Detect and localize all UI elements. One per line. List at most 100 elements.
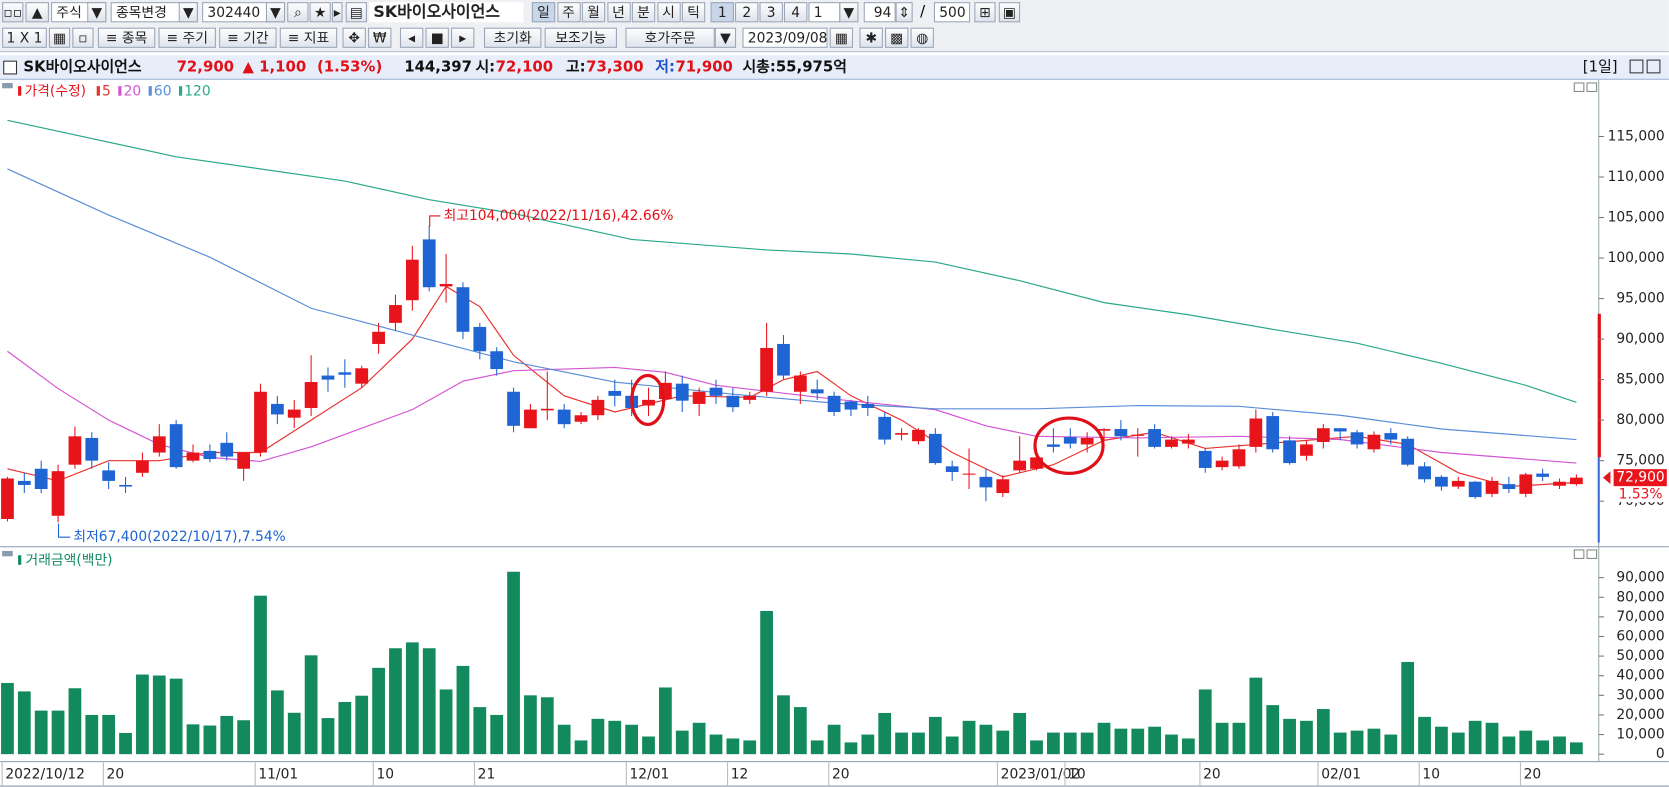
volume-bar (473, 707, 487, 755)
stock-name: SK바이오사이언스 (369, 2, 524, 23)
volume-bar (1401, 661, 1415, 755)
calendar-btn[interactable]: ▦ (829, 27, 854, 48)
dropdown[interactable]: ▼ (178, 2, 198, 23)
volume-bar (1350, 730, 1364, 755)
volume-bar (287, 712, 301, 755)
quote-period: [1일] (1582, 58, 1618, 76)
quote-low: 71,900 (675, 58, 733, 76)
layout-btn[interactable]: 1 X 1 (2, 27, 47, 48)
count-btn[interactable]: 2 (735, 2, 759, 23)
icon-btn[interactable]: ▤ (345, 2, 367, 23)
y-tick-label: 30,000 (1616, 687, 1664, 703)
toolbar: ▫▫ ▲ 주식 ▼ 종목변경 ▼ 302440 ▼ ⌕ ★ ▸ ▤ SK바이오사… (0, 0, 1669, 26)
candle-body (1384, 433, 1398, 440)
aux-btn[interactable]: 보조기능 (544, 27, 617, 48)
candle-body (1283, 440, 1296, 464)
volume-bar (203, 725, 217, 755)
volume-bar (102, 714, 116, 755)
max-btn[interactable] (1629, 59, 1644, 74)
candle-body (355, 368, 369, 384)
volume-bar (1114, 728, 1128, 755)
volume-bar (1569, 742, 1583, 755)
candle-body (270, 403, 284, 415)
checkbox[interactable] (3, 60, 18, 75)
period-btn[interactable]: 틱 (681, 2, 706, 23)
icon-btn[interactable]: ₩ (368, 27, 392, 48)
icon-btn[interactable]: ▫ (72, 27, 94, 48)
icon-btn[interactable]: ⊞ (974, 2, 996, 23)
open-label: 시: (475, 58, 496, 76)
code-input[interactable]: 302440 (202, 2, 286, 23)
period-btn[interactable]: 시 (656, 2, 681, 23)
prev-btn[interactable]: ◂ (399, 27, 424, 48)
date-input[interactable]: 2023/09/08 (742, 27, 828, 48)
period-btn[interactable]: 주 (556, 2, 581, 23)
icon-btn[interactable]: ▲ (25, 2, 49, 23)
candle-body (1519, 474, 1533, 494)
icon-btn[interactable]: ◍ (910, 27, 934, 48)
spin[interactable]: ⇕ (895, 2, 913, 23)
legend-label: 20 (124, 83, 142, 99)
panel-max[interactable] (1573, 549, 1585, 559)
volume-bar (608, 720, 622, 755)
toolbar2: 1 X 1 ▦ ▫ ≡ 종목 ≡ 주기 ≡ 기간 ≡ 지표 ✥ ₩ ◂ ■ ▸ 초기화… (0, 25, 1669, 53)
total-input[interactable]: 500 (933, 2, 971, 23)
icon-btn[interactable]: ▩ (884, 27, 909, 48)
change-select[interactable]: 종목변경 (110, 2, 198, 23)
panel-close[interactable] (1586, 82, 1598, 93)
y-tick-label: 0 (1656, 746, 1665, 762)
candle-body (979, 476, 993, 488)
x-tick-label: 2023/01/02 (1001, 766, 1081, 782)
volume-bar (270, 690, 284, 755)
volume-bar (979, 724, 993, 755)
favorite-btn[interactable]: ★ (309, 2, 331, 23)
icon-btn[interactable]: ▫▫ (2, 2, 24, 23)
volume-bar (1553, 736, 1566, 755)
menu-btn[interactable]: ≡ 지표 (279, 27, 338, 48)
menu-label: 종목 (121, 30, 148, 47)
next-btn[interactable]: ▸ (451, 27, 475, 48)
period-btn[interactable]: 년 (606, 2, 631, 23)
quote-high: 73,300 (586, 58, 644, 76)
count-btn[interactable]: 1 (710, 2, 734, 23)
reset-btn[interactable]: 초기화 (483, 27, 542, 48)
search-btn[interactable]: ⌕ (287, 2, 309, 23)
panel-close[interactable] (1586, 549, 1598, 559)
icon-btn[interactable]: ✥ (342, 27, 366, 48)
candle-body (726, 395, 740, 408)
dropdown[interactable]: ▼ (714, 27, 737, 48)
volume-bar (895, 732, 908, 755)
period-btn[interactable]: 분 (631, 2, 656, 23)
next-btn[interactable]: ▸ (331, 2, 343, 23)
candle-body (591, 399, 605, 416)
count-btn[interactable]: 4 (783, 2, 808, 23)
candle-body (405, 259, 419, 301)
quote-name: SK바이오사이언스 (23, 58, 142, 76)
candle-body (51, 471, 65, 516)
stop-btn[interactable]: ■ (425, 27, 449, 48)
dropdown[interactable]: ▼ (265, 2, 286, 23)
unit-input[interactable]: 1 (808, 2, 841, 23)
dropdown[interactable]: ▼ (839, 2, 859, 23)
menu-btn[interactable]: ≡ 기간 (219, 27, 277, 48)
menu-btn[interactable]: ≡ 주기 (158, 27, 216, 48)
panel-max[interactable] (1573, 82, 1585, 93)
save-btn[interactable]: ▣ (998, 2, 1021, 23)
view-input[interactable]: 94 (863, 2, 896, 23)
close-btn[interactable] (1646, 59, 1661, 74)
low-annotation: 최저67,400(2022/10/17),7.54% (73, 529, 285, 545)
count-btn[interactable]: 3 (759, 2, 783, 23)
menu-btn[interactable]: ≡ 종목 (97, 27, 156, 48)
period-btn[interactable]: 월 (581, 2, 606, 23)
volume-bar (237, 720, 251, 755)
settings-btn[interactable]: ✱ (859, 27, 883, 48)
candle-body (692, 391, 706, 404)
dropdown[interactable]: ▼ (87, 2, 107, 23)
order-btn[interactable]: 호가주문 (625, 27, 715, 48)
volume-bar (945, 736, 959, 755)
candle-body (1502, 484, 1516, 490)
x-tick-label: 20 (832, 766, 850, 782)
icon-btn[interactable]: ▦ (48, 27, 71, 48)
period-btn[interactable]: 일 (531, 2, 556, 23)
